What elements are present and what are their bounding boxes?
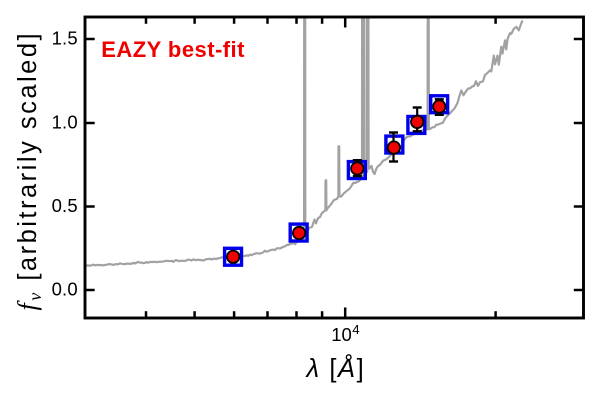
svg-text:λ [Å]: λ [Å] [305, 353, 366, 383]
svg-text:10: 10 [331, 324, 352, 345]
svg-text:fν [arbitrarily scaled]: fν [arbitrarily scaled] [13, 31, 45, 311]
svg-text:0.5: 0.5 [52, 195, 78, 216]
svg-text:4: 4 [352, 322, 359, 337]
svg-text:1.5: 1.5 [52, 28, 78, 49]
svg-text:EAZY best-fit: EAZY best-fit [101, 37, 245, 62]
svg-text:0.0: 0.0 [52, 279, 78, 300]
svg-text:1.0: 1.0 [52, 112, 78, 133]
